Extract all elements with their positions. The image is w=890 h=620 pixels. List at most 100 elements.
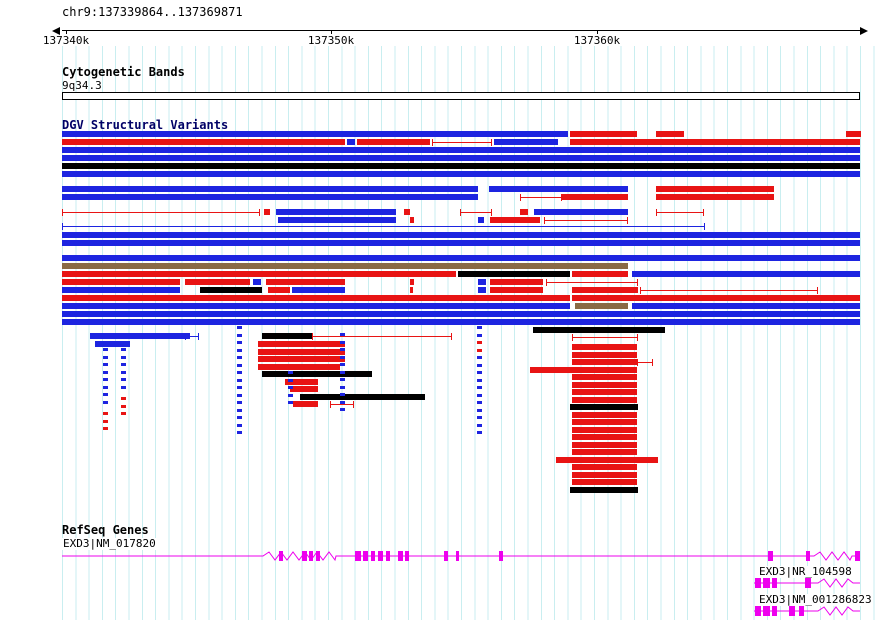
dgv-variant-dash[interactable]	[121, 405, 126, 408]
gene-exon[interactable]	[386, 551, 390, 561]
dgv-variant-bar[interactable]	[258, 349, 345, 355]
dgv-variant-bar[interactable]	[278, 217, 396, 223]
dgv-variant-bar[interactable]	[572, 295, 860, 301]
gene-exon[interactable]	[755, 578, 761, 588]
dgv-variant-bar[interactable]	[62, 163, 860, 169]
dgv-variant-dash[interactable]	[237, 409, 242, 412]
dgv-variant-bar[interactable]	[62, 186, 478, 192]
gene-exon[interactable]	[768, 551, 773, 561]
dgv-variant-dash[interactable]	[237, 431, 242, 434]
dgv-variant-range[interactable]	[312, 333, 452, 340]
dgv-variant-bar[interactable]	[62, 131, 568, 137]
dgv-variant-bar[interactable]	[570, 404, 638, 410]
gene-exon[interactable]	[855, 551, 860, 561]
cytoband-bar[interactable]	[62, 92, 860, 100]
gene-exon[interactable]	[405, 551, 409, 561]
dgv-variant-bar[interactable]	[258, 364, 340, 370]
gene-exon[interactable]	[772, 606, 777, 616]
dgv-variant-dash[interactable]	[237, 341, 242, 344]
dgv-variant-bar[interactable]	[62, 240, 860, 246]
dgv-variant-bar[interactable]	[62, 139, 345, 145]
dgv-variant-dash[interactable]	[237, 424, 242, 427]
dgv-variant-dash[interactable]	[121, 341, 126, 344]
dgv-variant-bar[interactable]	[534, 209, 628, 215]
dgv-variant-bar[interactable]	[290, 386, 318, 392]
dgv-variant-bar[interactable]	[62, 295, 570, 301]
dgv-variant-dash[interactable]	[477, 431, 482, 434]
dgv-variant-dash[interactable]	[340, 401, 345, 404]
dgv-variant-range[interactable]	[544, 217, 628, 224]
dgv-variant-bar[interactable]	[520, 209, 528, 215]
dgv-variant-dash[interactable]	[103, 356, 108, 359]
dgv-variant-bar[interactable]	[572, 352, 637, 358]
dgv-variant-dash[interactable]	[477, 409, 482, 412]
dgv-variant-bar[interactable]	[268, 287, 290, 293]
dgv-variant-bar[interactable]	[404, 209, 410, 215]
dgv-variant-bar[interactable]	[572, 359, 637, 365]
gene-exon[interactable]	[355, 551, 361, 561]
dgv-variant-bar[interactable]	[62, 255, 860, 261]
dgv-variant-bar[interactable]	[572, 427, 637, 433]
dgv-variant-dash[interactable]	[237, 386, 242, 389]
gene-exon[interactable]	[763, 606, 770, 616]
dgv-variant-dash[interactable]	[340, 348, 345, 351]
dgv-variant-bar[interactable]	[62, 155, 860, 161]
dgv-variant-bar[interactable]	[262, 371, 372, 377]
dgv-variant-bar[interactable]	[572, 419, 637, 425]
dgv-variant-bar[interactable]	[410, 279, 414, 285]
dgv-variant-dash[interactable]	[477, 416, 482, 419]
dgv-variant-bar[interactable]	[533, 327, 665, 333]
gene-exon[interactable]	[789, 606, 795, 616]
gene-exon[interactable]	[398, 551, 403, 561]
gene-exon[interactable]	[763, 578, 770, 588]
dgv-variant-dash[interactable]	[477, 424, 482, 427]
dgv-variant-dash[interactable]	[340, 333, 345, 336]
dgv-variant-bar[interactable]	[347, 139, 355, 145]
dgv-variant-bar[interactable]	[478, 287, 486, 293]
dgv-variant-bar[interactable]	[478, 279, 486, 285]
dgv-variant-bar[interactable]	[562, 194, 628, 200]
dgv-variant-bar[interactable]	[572, 344, 637, 350]
gene-exon[interactable]	[806, 551, 810, 561]
dgv-variant-dash[interactable]	[237, 334, 242, 337]
dgv-variant-dash[interactable]	[121, 363, 126, 366]
dgv-variant-bar[interactable]	[62, 232, 860, 238]
dgv-variant-dash[interactable]	[121, 333, 126, 336]
dgv-variant-bar[interactable]	[357, 139, 430, 145]
dgv-variant-bar[interactable]	[276, 209, 396, 215]
dgv-variant-dash[interactable]	[121, 386, 126, 389]
dgv-variant-dash[interactable]	[288, 386, 293, 389]
dgv-variant-dash[interactable]	[288, 394, 293, 397]
dgv-variant-dash[interactable]	[237, 416, 242, 419]
dgv-variant-bar[interactable]	[572, 374, 637, 380]
dgv-variant-bar[interactable]	[410, 287, 413, 293]
dgv-variant-bar[interactable]	[410, 217, 414, 223]
dgv-variant-dash[interactable]	[103, 371, 108, 374]
dgv-variant-dash[interactable]	[340, 341, 345, 344]
dgv-variant-dash[interactable]	[121, 378, 126, 381]
gene-exon[interactable]	[363, 551, 368, 561]
dgv-variant-range[interactable]	[637, 359, 653, 366]
dgv-variant-bar[interactable]	[185, 279, 250, 285]
dgv-variant-dash[interactable]	[237, 326, 242, 329]
dgv-variant-dash[interactable]	[237, 364, 242, 367]
dgv-variant-bar[interactable]	[258, 356, 345, 362]
dgv-variant-dash[interactable]	[121, 348, 126, 351]
dgv-variant-bar[interactable]	[572, 479, 637, 485]
dgv-variant-bar[interactable]	[253, 279, 261, 285]
dgv-variant-dash[interactable]	[103, 333, 108, 336]
dgv-variant-range[interactable]	[432, 139, 492, 146]
dgv-variant-bar[interactable]	[572, 287, 638, 293]
dgv-variant-bar[interactable]	[572, 449, 637, 455]
dgv-variant-bar[interactable]	[572, 382, 637, 388]
dgv-variant-dash[interactable]	[237, 379, 242, 382]
dgv-variant-range[interactable]	[330, 401, 354, 408]
dgv-variant-bar[interactable]	[656, 186, 774, 192]
gene-exon[interactable]	[371, 551, 375, 561]
dgv-variant-dash[interactable]	[477, 401, 482, 404]
dgv-variant-bar[interactable]	[62, 279, 180, 285]
dgv-variant-bar[interactable]	[262, 333, 312, 339]
dgv-variant-bar[interactable]	[62, 319, 860, 325]
dgv-variant-dash[interactable]	[103, 420, 108, 423]
gene-exon[interactable]	[309, 551, 313, 561]
